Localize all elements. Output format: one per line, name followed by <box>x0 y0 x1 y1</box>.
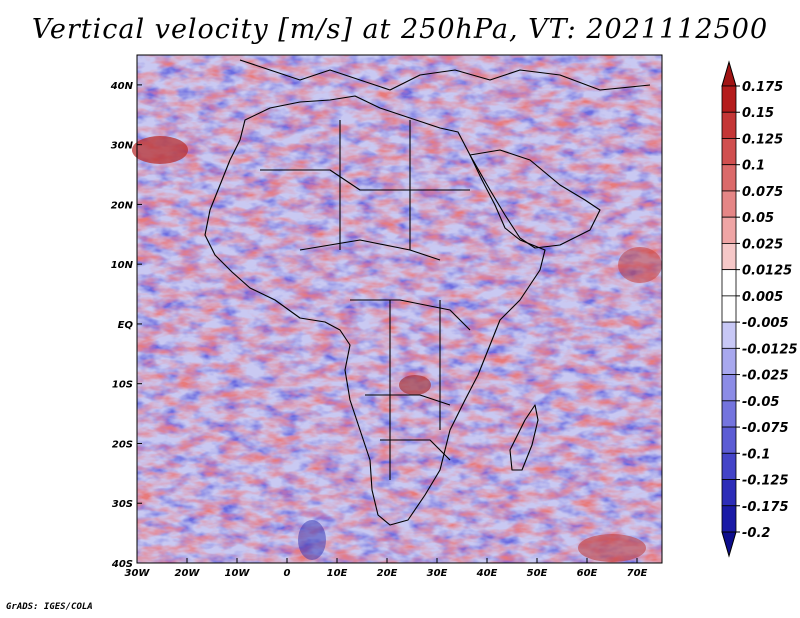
colorbar-extend-bottom <box>721 531 737 558</box>
grads-credit: GrADS: IGES/COLA <box>6 602 93 612</box>
colorbar-segment <box>721 216 737 244</box>
colorbar-label: -0.005 <box>742 316 789 331</box>
colorbar-segment <box>721 295 737 323</box>
colorbar-label: -0.175 <box>742 500 789 515</box>
colorbar: 0.175 0.15 0.125 0.1 0.075 0.05 0.025 0.0125 0.0… <box>721 60 798 558</box>
colorbar-label: -0.05 <box>742 395 779 410</box>
colorbar-label: -0.2 <box>742 526 770 541</box>
y-tick-label: 20S <box>112 439 133 450</box>
colorbar-segment <box>721 505 737 533</box>
border-c <box>350 299 471 331</box>
europe-coast <box>239 59 651 91</box>
madagascar <box>509 404 539 471</box>
x-tick-label: 10W <box>225 568 251 579</box>
colorbar-segment <box>721 269 737 297</box>
x-tick-label: 10E <box>327 568 348 579</box>
x-tick-label: 40E <box>476 568 498 579</box>
colorbar-segment <box>721 243 737 271</box>
hotspot-northwest <box>132 136 188 164</box>
y-tick-label: 20N <box>111 200 134 211</box>
colorbar-label: 0.005 <box>742 290 783 305</box>
y-tick-label: 10S <box>112 380 133 391</box>
y-tick-label: EQ <box>118 320 134 331</box>
colorbar-segment <box>721 85 737 113</box>
colorbar-label: 0.025 <box>742 237 783 252</box>
plot-area: 30W 20W 10W 0 10E 20E 30E 40E 50E 60E 70E 40N 30N 20… <box>110 54 663 579</box>
x-tick-label: 20E <box>377 568 398 579</box>
x-tick-label: 60E <box>577 568 598 579</box>
border-e <box>380 439 451 461</box>
hotspot-east-indian-ocean <box>618 247 662 283</box>
colorbar-segment <box>721 374 737 402</box>
y-axis: 40N 30N 20N 10N EQ 10S 20S 30S 40S <box>110 81 142 570</box>
colorbar-label: 0.125 <box>742 132 783 147</box>
border-a <box>260 169 470 191</box>
colorbar-segment <box>721 190 737 218</box>
hotspot-central-africa <box>399 375 431 395</box>
colorbar-segment <box>721 111 737 139</box>
colorbar-label: 0.05 <box>742 211 774 226</box>
colorbar-label: -0.1 <box>742 447 770 462</box>
colorbar-segment <box>721 452 737 480</box>
x-tick-label: 50E <box>527 568 548 579</box>
lowspot-southwest <box>298 520 326 560</box>
colorbar-label: -0.0125 <box>742 342 798 357</box>
x-tick-label: 30E <box>427 568 448 579</box>
colorbar-label: -0.075 <box>742 421 789 436</box>
colorbar-segment <box>721 400 737 428</box>
colorbar-segment <box>721 321 737 349</box>
x-tick-label: 30W <box>125 568 151 579</box>
colorbar-label: -0.025 <box>742 369 789 384</box>
coastlines-and-borders <box>204 59 651 526</box>
x-tick-label: 70E <box>627 568 648 579</box>
colorbar-label: 0.0125 <box>742 264 792 279</box>
x-tick-label: 20W <box>175 568 201 579</box>
africa-coastline <box>204 95 546 526</box>
plot-frame <box>136 54 663 564</box>
colorbar-segment <box>721 426 737 454</box>
colorbar-segment <box>721 479 737 507</box>
colorbar-label: 0.1 <box>742 159 765 174</box>
border-b <box>299 239 441 261</box>
colorbar-label: 0.175 <box>742 80 783 95</box>
x-axis: 30W 20W 10W 0 10E 20E 30E 40E 50E 60E 70E <box>125 558 648 579</box>
colorbar-label: -0.125 <box>742 474 789 489</box>
hotspots <box>132 136 662 562</box>
colorbar-segment <box>721 347 737 375</box>
y-tick-label: 30S <box>112 499 133 510</box>
hotspot-southeast <box>578 534 646 562</box>
chart-title: Vertical velocity [m/s] at 250hPa, VT: 2… <box>31 14 769 45</box>
colorbar-extend-top <box>721 60 737 87</box>
velocity-field <box>137 55 662 563</box>
y-tick-label: 30N <box>111 141 134 152</box>
colorbar-segment <box>721 138 737 166</box>
x-tick-label: 0 <box>284 568 291 579</box>
y-tick-label: 10N <box>111 260 134 271</box>
colorbar-label: 0.15 <box>742 106 774 121</box>
y-tick-label: 40S <box>111 559 133 570</box>
y-tick-label: 40N <box>110 81 134 92</box>
arabian-peninsula <box>469 149 601 249</box>
colorbar-label: 0.075 <box>742 185 783 200</box>
colorbar-segment <box>721 164 737 192</box>
